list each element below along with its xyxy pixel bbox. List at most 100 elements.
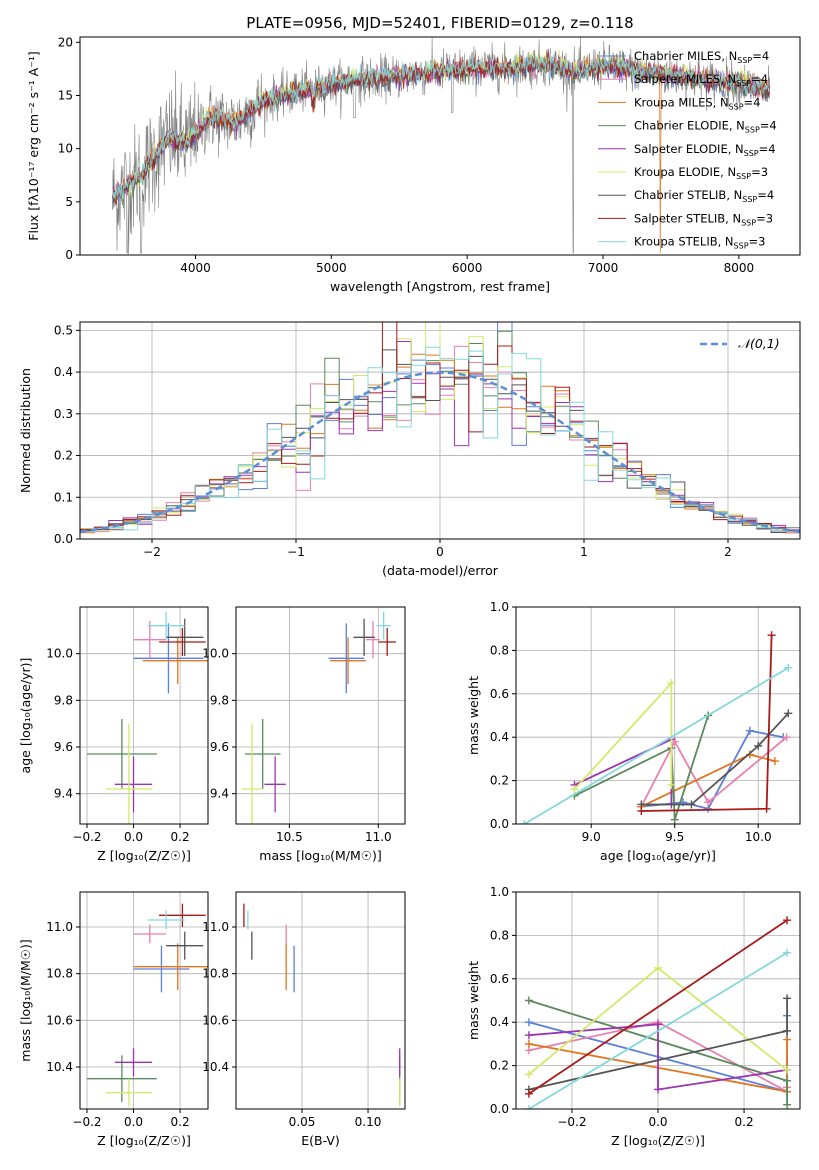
age_vs_Z-point-1 [133,621,167,659]
spectrum-legend-value-5: =3 [751,165,768,179]
mass_weight_vs_Z-marker-4-0 [524,1031,533,1040]
mass_weight_vs_age-plot-area [520,631,793,824]
spectrum-frame [79,36,801,256]
age_vs_mass-point-6 [353,618,375,656]
age_vs_Z-point-2 [142,637,208,684]
mass_weight_vs_Z-marker-7-1 [783,916,792,925]
residuals-ytick-label-0: 0.0 [54,532,73,546]
mass_weight_vs_Z-marker-4-2 [654,1085,662,1094]
age_vs_Z-frame [79,606,209,825]
age_vs_Z-point-3 [86,719,157,789]
mass_vs_Z-xlabel: Z [log₁₀(Z/Z☉)] [97,1133,191,1148]
spectrum-legend-label-5: Kroupa ELODIE, NSSP=3 [634,165,768,181]
mass_weight_vs_Z-axes: −0.2 0.0 0.2 0.0 0.2 0.4 0.6 0.8 1.0 Z [log₁₀(Z/Z… [466,885,801,1148]
age_vs_mass-xlabel: mass [log₁₀(M/M☉)] [259,848,381,863]
spectrum-legend-label-0: Chabrier MILES, NSSP=4 [634,49,769,65]
spectrum-ytick-label-4: 20 [58,35,73,49]
mass_weight_vs_age-marker-1-2 [704,798,713,807]
age_vs_mass-xtick-label-1: 11.0 [365,830,392,844]
age_vs_mass-point-2 [330,637,366,684]
mass_weight_vs_age-ytick-label-1: 0.2 [490,774,509,788]
spectrum-legend-value-6: =4 [757,188,774,202]
mass_weight_vs_Z-ylabel: mass weight [466,961,481,1040]
spectrum-legend-sub-8: SSP [734,242,749,251]
mass_vs_Z-xtick-label-1: 0.0 [124,1115,143,1129]
spectrum-legend-value-8: =3 [749,235,766,249]
spectrum-legend-sub-2: SSP [729,102,744,111]
mass_weight_vs_Z-series-7 [528,919,788,1095]
mass_weight_vs_age-series-8 [523,667,789,824]
spectrum-legend-value-1: =4 [751,72,768,86]
mass_vs_Z-axes: −0.2 0.0 0.2 10.4 10.6 10.8 11.0 Z [log₁₀(Z/Z☉)… [18,891,209,1148]
mass_vs_Z-xtick-label-2: 0.2 [171,1115,190,1129]
mass_weight_vs_Z-marker-3-2 [783,1100,792,1109]
spectrum-model-6 [112,56,770,210]
age_vs_Z-point-5 [105,723,153,824]
residuals-ytick-label-5: 0.5 [54,323,73,337]
mass_weight_vs_Z-marker-2-2 [783,1035,792,1044]
age_vs_mass-plot-area [241,611,397,824]
age_vs_mass-point-1 [365,621,381,659]
mass_vs_EBV-plot-area [243,903,401,1107]
mass_weight_vs_age-marker-3-2 [670,815,679,824]
mass_weight_vs_Z-ytick-label-2: 0.4 [490,1015,509,1029]
residuals-ytick-label-4: 0.4 [54,365,73,379]
figure-title: PLATE=0956, MJD=52401, FIBERID=0129, z=0… [246,14,633,32]
age_vs_Z-xlabel: Z [log₁₀(Z/Z☉)] [97,848,191,863]
mass_vs_EBV-ytick-label-2: 10.8 [202,967,229,981]
mass_weight_vs_age-ylabel: mass weight [466,676,481,755]
mass_vs_Z-xtick-label-0: −0.2 [72,1115,101,1129]
spectrum-legend-value-7: =3 [756,211,773,225]
spectrum-legend-label-1: Salpeter MILES, NSSP=4 [634,72,768,88]
residuals-xtick-label-0: −2 [143,545,161,559]
mass_weight_vs_age-frame [515,606,801,825]
mass_weight_vs_age-marker-7-0 [637,806,646,815]
age_vs_Z-ytick-label-2: 9.8 [54,693,73,707]
spectrum-model-7 [112,52,770,206]
age_vs_Z-ytick-label-3: 10.0 [46,647,73,661]
mass_weight_vs_age-series-6 [641,712,789,806]
age_vs_Z-ytick-label-0: 9.4 [54,787,73,801]
age_vs_Z-xtick-label-0: −0.2 [72,830,101,844]
spectrum-ytick-label-2: 10 [58,142,73,156]
mass_vs_Z-point-8 [147,910,185,930]
mass_weight_vs_Z-xlabel: Z [log₁₀(Z/Z☉)] [611,1133,705,1148]
residuals-axes: −2 −1 0 1 2 0.0 0.1 0.2 0.3 0.4 0.5 (data-model)/er… [18,321,801,578]
mass_weight_vs_Z-marker-4-1 [654,1020,662,1029]
age_vs_mass-point-5 [241,723,263,824]
spectrum-legend-sub-0: SSP [737,56,752,65]
age_vs_mass-point-4 [264,756,286,813]
age_vs_mass-ytick-label-1: 9.6 [210,740,229,754]
age_vs_Z-point-7 [159,628,206,656]
mass_vs_Z-ytick-label-2: 10.8 [46,967,73,981]
spectrum-legend: Chabrier MILES, NSSP=4 Salpeter MILES, NS… [598,49,777,251]
mass_vs_Z-point-5 [105,1078,153,1107]
age_vs_mass-point-8 [376,611,391,640]
mass_weight_vs_age-marker-6-3 [784,709,793,718]
spectrum-legend-sub-1: SSP [736,79,751,88]
mass_weight_vs_Z-marker-2-0 [524,1039,533,1048]
mass_weight_vs_age-xtick-label-1: 9.5 [665,830,684,844]
mass_weight_vs_age-marker-5-0 [570,785,579,794]
mass_weight_vs_Z-marker-5-1 [654,963,662,972]
age_vs_mass-point-3 [244,719,281,789]
age_vs_mass-ytick-label-0: 9.4 [210,787,229,801]
mass_weight_vs_Z-ytick-label-5: 1.0 [490,885,509,899]
spectrum-legend-sub-5: SSP [736,172,751,181]
mass_weight_vs_Z-ytick-label-3: 0.6 [490,972,509,986]
residuals-ylabel: Normed distribution [18,368,33,493]
residuals-xlabel: (data-model)/error [382,563,499,578]
mass_weight_vs_age-marker-7-2 [767,631,776,640]
mass_weight_vs_Z-marker-6-1 [783,1026,792,1035]
age_vs_Z-point-4 [114,756,153,813]
mass_vs_Z-point-6 [166,931,204,960]
spectrum-legend-sub-3: SSP [745,126,760,135]
age_vs_mass-point-0 [328,623,365,694]
mass_vs_Z-point-3 [86,1055,157,1102]
mass_vs_Z-plot-area [86,903,208,1107]
age_vs_Z-xtick-label-2: 0.2 [171,830,190,844]
mass_weight_vs_age-marker-2-2 [770,757,779,766]
mass_weight_vs_Z-marker-3-0 [524,996,533,1005]
residuals-ytick-label-2: 0.2 [54,449,73,463]
mass_weight_vs_age-ytick-label-0: 0.0 [490,817,509,831]
